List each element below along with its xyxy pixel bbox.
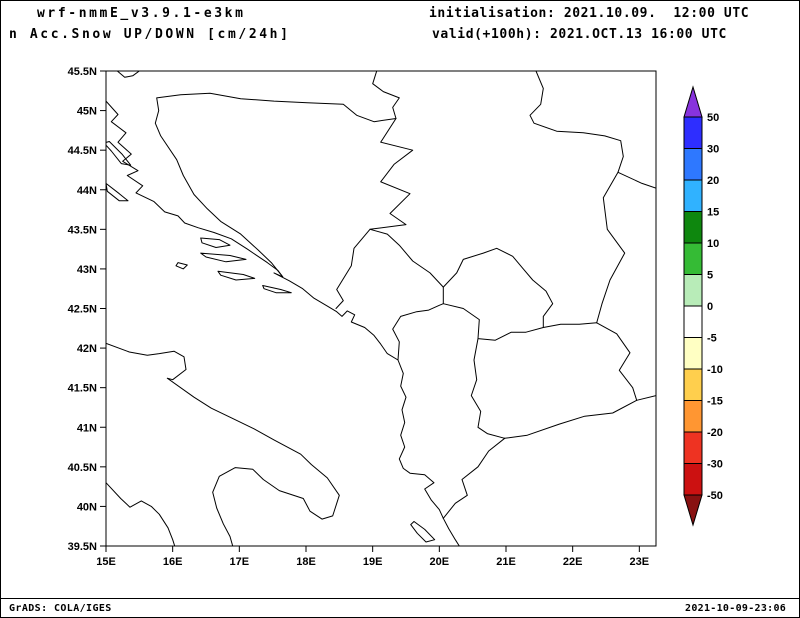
colorbar-label: 5 <box>707 270 713 282</box>
lat-tick-label: 45.5N <box>68 66 97 78</box>
lon-tick-label: 23E <box>630 556 650 568</box>
outline-border-bulgaria-romania <box>617 171 656 189</box>
valid-time-label: valid(+100h): 2021.OCT.13 16:00 UTC <box>432 27 727 42</box>
outline-border-bulgaria-greece <box>636 395 656 401</box>
colorbar-segment <box>683 274 703 307</box>
colorbar-segment <box>683 148 703 181</box>
outline-border-serbia-macedonia <box>542 322 598 328</box>
colorbar-arrow-up <box>683 85 703 118</box>
outline-island-pag <box>106 141 132 166</box>
lat-tick-label: 45N <box>77 106 97 118</box>
colorbar-label: 20 <box>707 175 719 187</box>
colorbar-segment <box>683 179 703 212</box>
colorbar-label: 0 <box>707 301 713 313</box>
outline-island-hvar <box>200 252 247 263</box>
colorbar-segment <box>683 211 703 244</box>
creation-timestamp: 2021-10-09-23:06 <box>685 603 787 614</box>
lon-tick-label: 21E <box>496 556 516 568</box>
outline-coast-east-adriatic <box>106 100 460 546</box>
outline-border-montenegro-serbia <box>369 228 444 288</box>
outline-border-macedonia-greece <box>504 399 638 439</box>
lat-tick-label: 40N <box>77 501 97 513</box>
outline-border-albania-greece <box>442 437 506 519</box>
colorbar-segment <box>683 368 703 401</box>
model-version-title: wrf-nmmE_v3.9.1-e3km <box>37 6 246 21</box>
map-outlines <box>106 71 656 546</box>
outline-border-serbia-bulgaria <box>596 171 626 324</box>
outline-border-serbia-romania <box>529 71 624 173</box>
outline-island-korcula <box>217 270 256 281</box>
colorbar-arrow-down <box>683 494 703 527</box>
lon-tick-label: 17E <box>230 556 250 568</box>
colorbar-segment <box>683 431 703 464</box>
colorbar-segment <box>683 337 703 370</box>
outline-island-vis <box>175 262 188 270</box>
lon-tick-label: 22E <box>563 556 583 568</box>
lon-tick-label: 16E <box>163 556 183 568</box>
lat-tick-label: 43N <box>77 264 97 276</box>
outline-island-dugi-otok <box>106 182 129 202</box>
outline-italy-adriatic-coast <box>106 342 340 546</box>
lon-tick-label: 19E <box>363 556 383 568</box>
outline-island-brac <box>200 237 231 248</box>
outline-island-mljet <box>262 285 292 294</box>
outline-border-kosovo <box>442 247 554 341</box>
lat-tick-label: 39.5N <box>68 541 97 553</box>
outline-italy-tyrrhenian-coast <box>106 482 176 546</box>
outline-border-bosnia <box>154 92 414 309</box>
lat-tick-label: 41.5N <box>68 383 97 395</box>
lat-tick-label: 42N <box>77 343 97 355</box>
colorbar-segment <box>683 116 703 149</box>
colorbar-segment <box>683 242 703 275</box>
colorbar-segment <box>683 463 703 496</box>
product-title: n Acc.Snow UP/DOWN [cm/24h] <box>9 27 291 42</box>
lat-tick-label: 40.5N <box>68 462 97 474</box>
colorbar-label: -50 <box>707 490 723 502</box>
footer-divider <box>1 598 799 599</box>
lat-tick-label: 44N <box>77 185 97 197</box>
lat-tick-label: 42.5N <box>68 304 97 316</box>
outline-border-slovenia-croatia <box>116 71 140 78</box>
outline-border-croatia-serbia <box>372 71 400 119</box>
lat-tick-label: 43.5N <box>68 224 97 236</box>
colorbar-label: -20 <box>707 427 723 439</box>
lon-tick-label: 18E <box>296 556 316 568</box>
lat-tick-label: 44.5N <box>68 145 97 157</box>
colorbar-segment <box>683 400 703 433</box>
outline-border-albania-macedonia <box>470 338 506 439</box>
lat-tick-label: 41N <box>77 422 97 434</box>
colorbar-label: -15 <box>707 396 723 408</box>
colorbar-label: -5 <box>707 333 717 345</box>
init-time-label: initialisation: 2021.10.09. 12:00 UTC <box>429 6 750 21</box>
lon-tick-label: 20E <box>430 556 450 568</box>
colorbar-segment <box>683 305 703 338</box>
outline-border-macedonia-bulgaria <box>596 322 638 401</box>
colorbar-label: -10 <box>707 364 723 376</box>
grads-credit: GrADS: COLA/IGES <box>9 603 112 614</box>
colorbar-label: 50 <box>707 112 719 124</box>
colorbar-label: -30 <box>707 459 723 471</box>
colorbar-label: 30 <box>707 144 719 156</box>
outline-border-montenegro-albania <box>392 303 444 361</box>
colorbar-label: 15 <box>707 207 719 219</box>
colorbar-label: 10 <box>707 238 719 250</box>
lon-tick-label: 15E <box>96 556 116 568</box>
outline-island-corfu <box>410 521 436 543</box>
